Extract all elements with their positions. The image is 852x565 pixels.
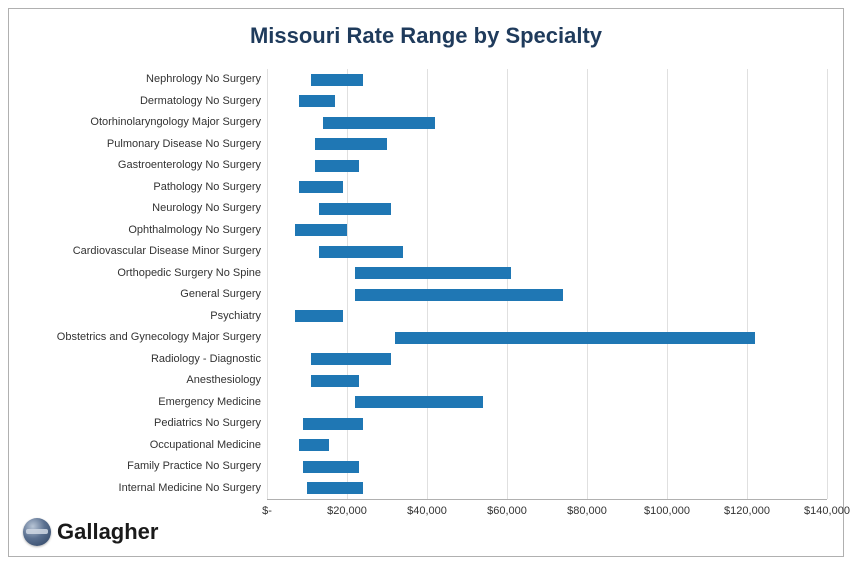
y-axis-label: Anesthesiology — [186, 375, 261, 386]
y-axis-label: General Surgery — [180, 289, 261, 300]
x-axis-label: $140,000 — [804, 505, 850, 517]
bar — [355, 396, 483, 408]
bar — [315, 138, 387, 150]
y-axis-labels: Nephrology No Surgery Dermatology No Surg… — [9, 69, 261, 499]
gridline — [747, 69, 748, 499]
bar — [395, 332, 755, 344]
y-axis-label: Occupational Medicine — [150, 440, 261, 451]
y-axis-label: Cardiovascular Disease Minor Surgery — [73, 246, 261, 257]
bar — [303, 461, 359, 473]
bar — [319, 246, 403, 258]
bar — [299, 95, 335, 107]
y-axis-label: Emergency Medicine — [158, 397, 261, 408]
y-axis-label: Radiology - Diagnostic — [151, 354, 261, 365]
y-axis-label: Gastroenterology No Surgery — [118, 160, 261, 171]
y-axis-label: Pulmonary Disease No Surgery — [107, 139, 261, 150]
y-axis-label: Otorhinolaryngology Major Surgery — [90, 117, 261, 128]
x-axis-label: $80,000 — [567, 505, 607, 517]
gridline — [427, 69, 428, 499]
chart-title: Missouri Rate Range by Specialty — [9, 23, 843, 49]
bar — [299, 181, 343, 193]
gridline — [507, 69, 508, 499]
gridline — [267, 69, 268, 499]
y-axis-label: Pathology No Surgery — [153, 182, 261, 193]
gridline — [587, 69, 588, 499]
bar — [311, 375, 359, 387]
bar — [323, 117, 435, 129]
bar — [311, 353, 391, 365]
gridline — [347, 69, 348, 499]
bar — [355, 267, 511, 279]
bar — [315, 160, 359, 172]
plot-area — [267, 69, 827, 499]
x-axis-label: $40,000 — [407, 505, 447, 517]
x-axis-label: $20,000 — [327, 505, 367, 517]
y-axis-label: Psychiatry — [210, 311, 261, 322]
bar — [355, 289, 563, 301]
x-axis-label: $120,000 — [724, 505, 770, 517]
x-axis-line — [267, 499, 827, 500]
globe-icon — [23, 518, 51, 546]
y-axis-label: Nephrology No Surgery — [146, 74, 261, 85]
y-axis-label: Obstetrics and Gynecology Major Surgery — [57, 332, 261, 343]
bar — [295, 310, 343, 322]
y-axis-label: Orthopedic Surgery No Spine — [117, 268, 261, 279]
brand-logo: Gallagher — [23, 518, 158, 546]
bar — [295, 224, 347, 236]
y-axis-label: Pediatrics No Surgery — [154, 418, 261, 429]
x-axis-label: $- — [262, 505, 272, 517]
y-axis-label: Dermatology No Surgery — [140, 96, 261, 107]
brand-name: Gallagher — [57, 519, 158, 545]
gridline — [827, 69, 828, 499]
y-axis-label: Neurology No Surgery — [152, 203, 261, 214]
bar — [303, 418, 363, 430]
chart-container: Missouri Rate Range by Specialty Nephrol… — [8, 8, 844, 557]
x-axis-label: $60,000 — [487, 505, 527, 517]
y-axis-label: Family Practice No Surgery — [127, 461, 261, 472]
y-axis-label: Ophthalmology No Surgery — [128, 225, 261, 236]
bar — [299, 439, 329, 451]
bar — [311, 74, 363, 86]
bar — [307, 482, 363, 494]
bar — [319, 203, 391, 215]
gridline — [667, 69, 668, 499]
x-axis-label: $100,000 — [644, 505, 690, 517]
y-axis-label: Internal Medicine No Surgery — [119, 483, 261, 494]
